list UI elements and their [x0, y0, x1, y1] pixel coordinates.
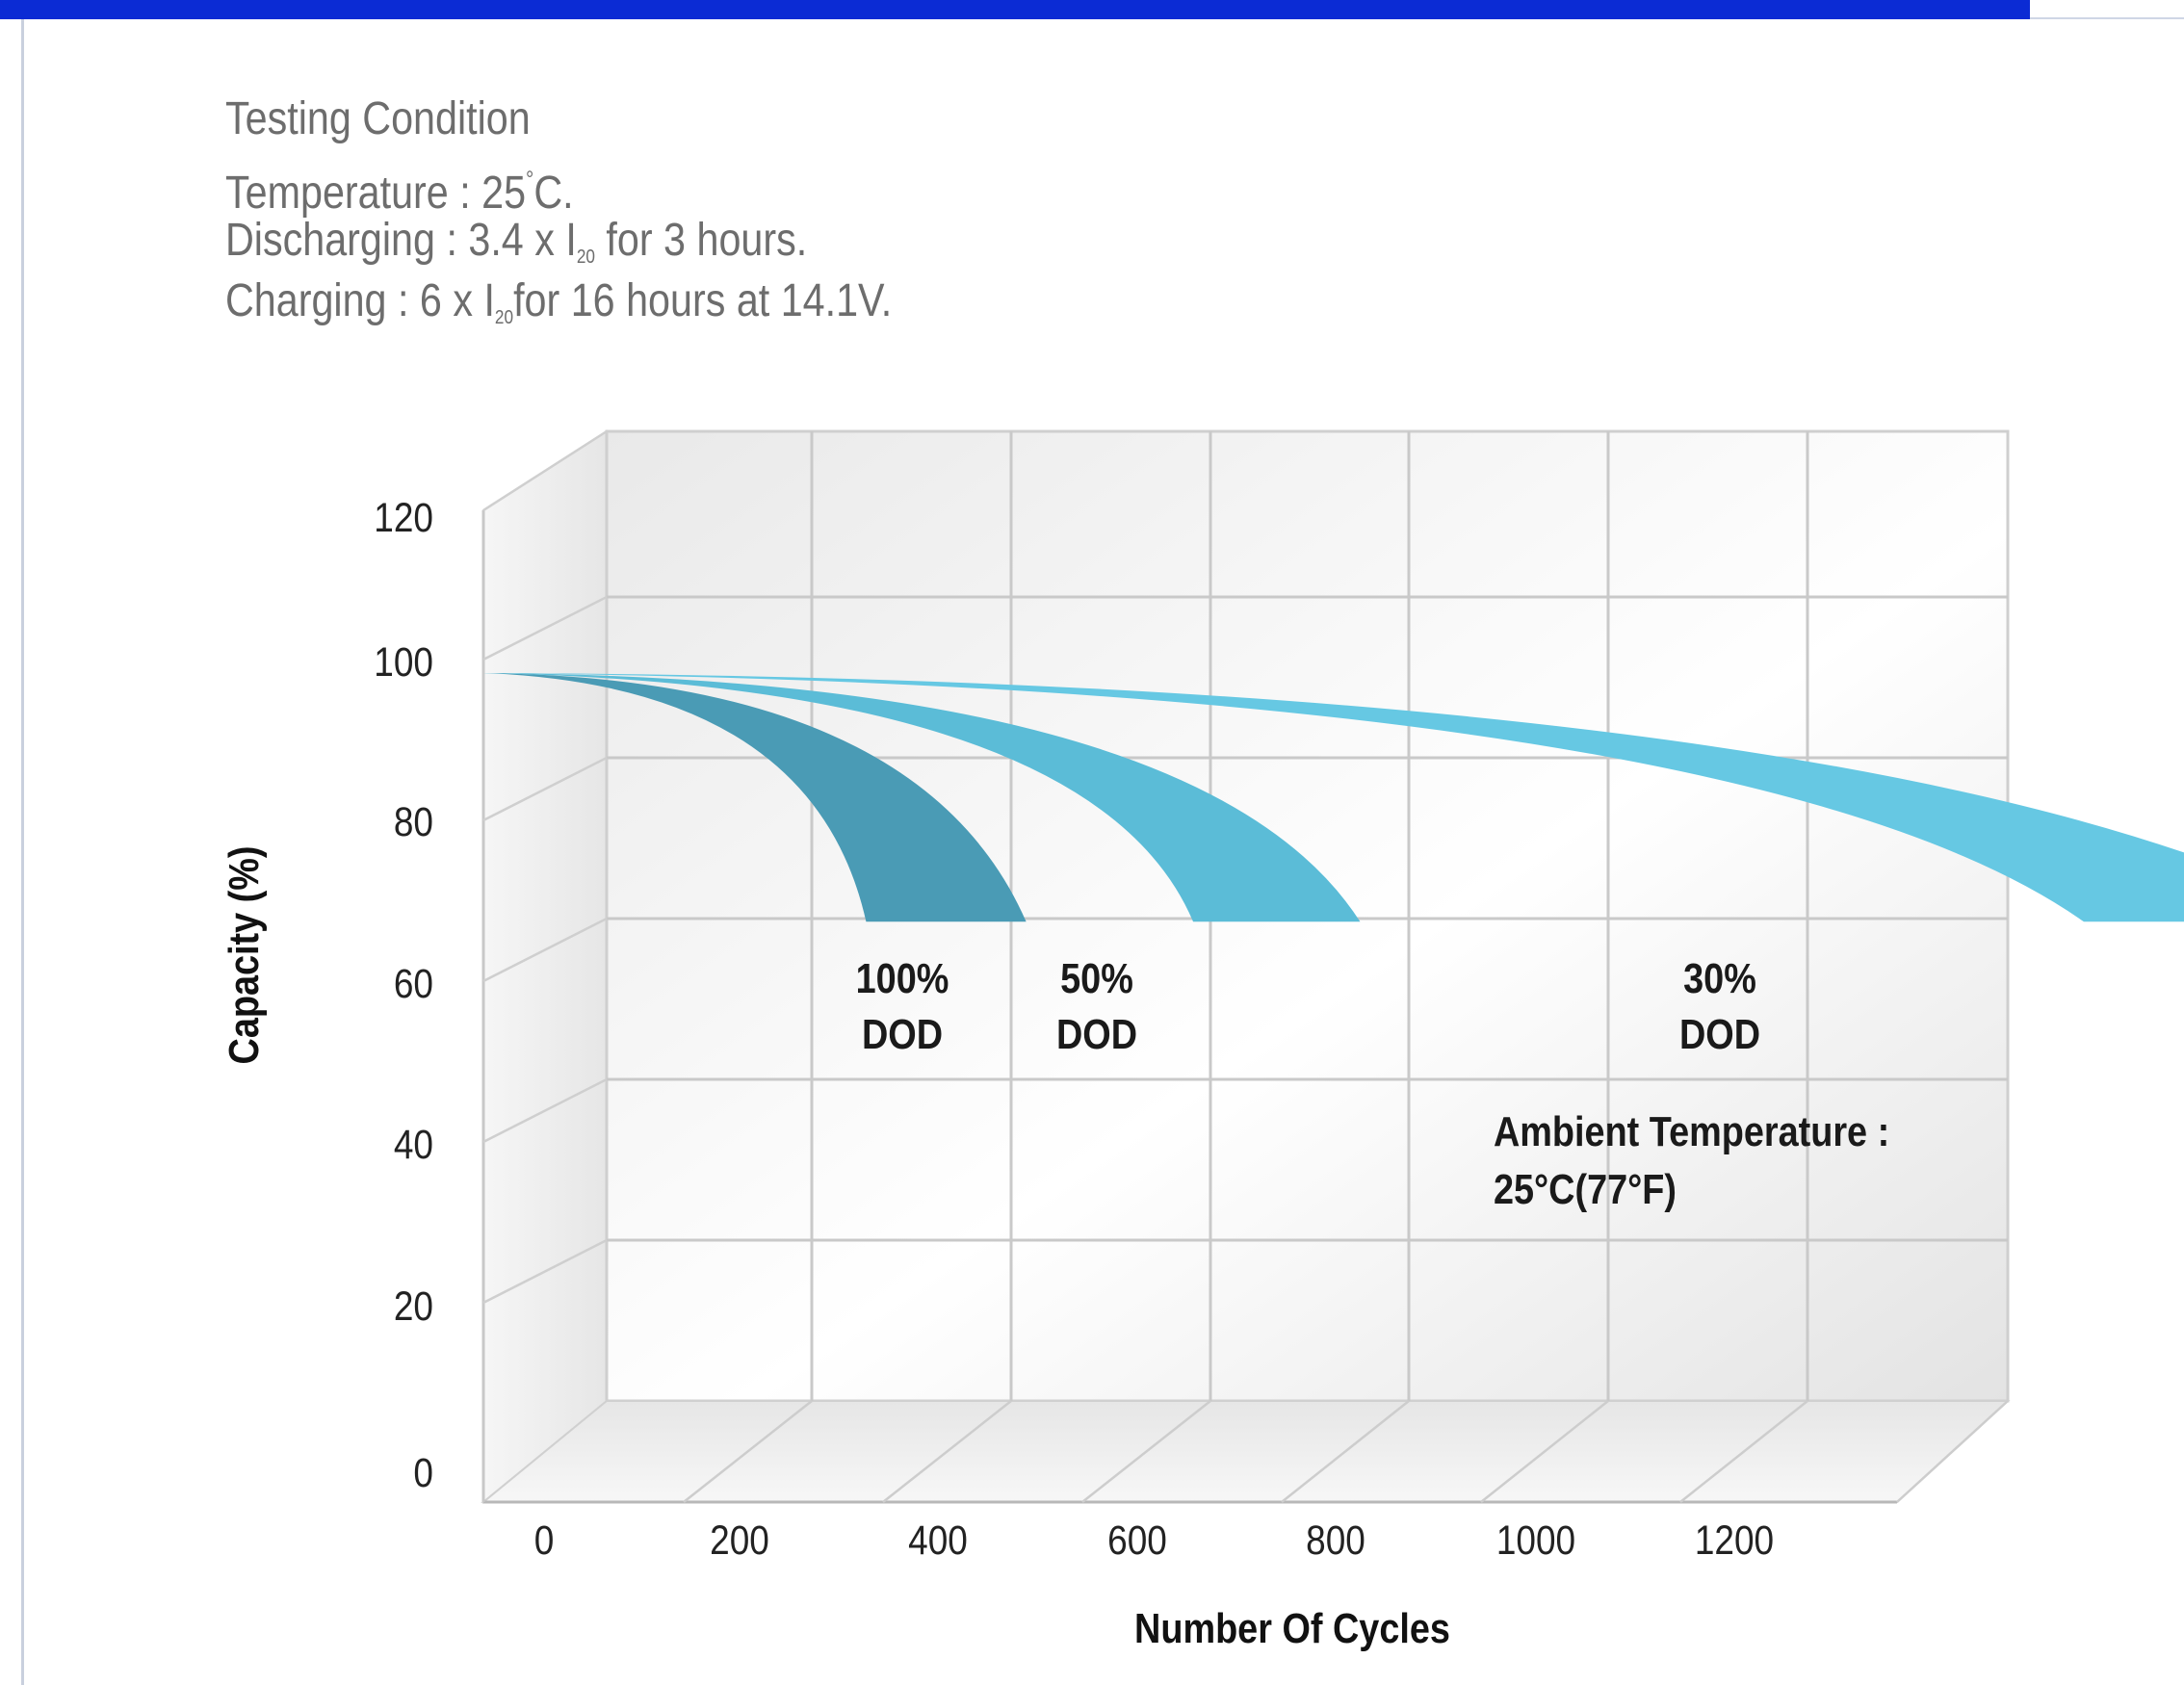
floor-gridline-7 [1896, 1400, 2009, 1503]
series-band-50-dod [483, 673, 1361, 922]
series-label: DOD [1056, 1010, 1137, 1057]
panel-border [21, 19, 24, 1685]
x-axis-title: Number Of Cycles [1134, 1604, 1450, 1651]
y-tick-label: 100 [374, 639, 433, 685]
chart-3d-box [481, 429, 2011, 1505]
floor-gridline-4 [1281, 1400, 1410, 1503]
series-band-30-dod [483, 673, 2184, 922]
conditions-heading: Testing Condition [225, 93, 531, 144]
side-gridline-60 [482, 917, 608, 983]
annotation-label: 25°C(77°F) [1494, 1165, 1677, 1212]
series-band-100-dod [483, 673, 1027, 922]
annotation-label: Ambient Temperature : [1494, 1107, 1889, 1154]
y-tick-label: 120 [374, 495, 433, 540]
y-tick-label: 80 [394, 799, 433, 844]
floor-gridline-6 [1679, 1400, 1808, 1503]
series-label: DOD [862, 1010, 943, 1057]
side-gridline-20 [482, 1238, 608, 1305]
floor-gridline-1 [683, 1400, 813, 1503]
side-gridline-80 [482, 756, 608, 822]
title-bar-underline [2030, 17, 2184, 19]
side-gridline-40 [482, 1077, 608, 1144]
side-gridline-100 [482, 595, 608, 661]
y-tick-label: 60 [394, 961, 433, 1006]
series-bands [483, 673, 2184, 922]
floor-gridline-5 [1480, 1400, 1609, 1503]
series-label: DOD [1679, 1010, 1760, 1057]
side-gridline-120 [482, 429, 608, 512]
floor-gridline-3 [1081, 1400, 1211, 1503]
x-tick-label: 1000 [1496, 1517, 1575, 1563]
discharging-line: Discharging : 3.4 x I20 for 3 hours. [225, 215, 808, 268]
x-tick-label: 200 [710, 1517, 769, 1563]
y-tick-label: 20 [394, 1283, 433, 1329]
x-tick-label: 1200 [1695, 1517, 1774, 1563]
y-tick-label: 0 [413, 1450, 433, 1495]
y-axis-title: Capacity (%) [220, 846, 267, 1065]
side-wall [482, 429, 608, 1505]
temperature-line: Temperature : 25°C. [225, 167, 574, 219]
x-tick-label: 800 [1306, 1517, 1365, 1563]
y-tick-label: 40 [394, 1122, 433, 1167]
x-tick-label: 400 [908, 1517, 968, 1563]
charging-line: Charging : 6 x I20for 16 hours at 14.1V. [225, 275, 893, 328]
series-label: 30% [1683, 954, 1756, 1001]
title-bar [0, 0, 2030, 19]
x-tick-label: 600 [1107, 1517, 1167, 1563]
series-label: 100% [856, 954, 949, 1001]
floor [481, 1400, 2011, 1503]
testing-conditions: Testing Condition Temperature : 25°C. Di… [225, 89, 892, 331]
floor-gridline-2 [882, 1400, 1012, 1503]
x-tick-label: 0 [534, 1517, 555, 1563]
series-label: 50% [1060, 954, 1133, 1001]
